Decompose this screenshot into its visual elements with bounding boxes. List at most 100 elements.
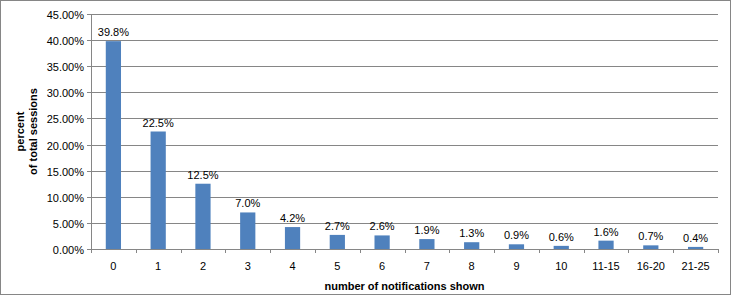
x-tick-label: 16-20 [637, 260, 665, 272]
y-tick-label: 25.00% [47, 113, 85, 125]
grid-line [91, 197, 718, 198]
data-label: 0.9% [504, 229, 529, 241]
bar [330, 235, 345, 249]
data-label: 12.5% [187, 169, 218, 181]
bar [106, 41, 121, 249]
data-label: 0.6% [549, 231, 574, 243]
grid-line [91, 40, 718, 41]
chart-frame [1, 1, 731, 295]
grid [91, 15, 718, 250]
y-tick-label: 5.00% [53, 218, 84, 230]
x-tick-label: 1 [155, 260, 161, 272]
x-tick [449, 249, 450, 253]
y-tick-label: 15.00% [47, 166, 85, 178]
data-label: 39.8% [98, 26, 129, 38]
data-labels: 39.8% 22.5% 12.5% 7.0% 4.2% 2.7% 2.6% 1.9% 1.3% 0… [98, 26, 709, 244]
data-label: 1.9% [414, 224, 439, 236]
x-tick-label: 6 [379, 260, 385, 272]
data-label: 22.5% [143, 117, 174, 129]
bar [151, 132, 166, 250]
y-tick [87, 145, 91, 146]
y-tick [87, 171, 91, 172]
bar [598, 241, 613, 249]
x-tick [136, 249, 137, 253]
x-tick [270, 249, 271, 253]
data-label: 0.7% [638, 230, 663, 242]
y-axis-title: percent [14, 111, 26, 151]
x-axis-line [91, 249, 718, 250]
x-tick [718, 249, 719, 253]
x-tick [360, 249, 361, 253]
y-tick-label: 10.00% [47, 192, 85, 204]
bar [374, 235, 389, 249]
y-axis-line [91, 14, 92, 249]
x-tick-label: 3 [245, 260, 251, 272]
x-axis: 0 1 2 3 4 5 6 7 8 9 10 11-15 16-20 21-25 [92, 249, 719, 272]
x-tick [225, 249, 226, 253]
bars [106, 41, 703, 249]
grid-line [91, 145, 718, 146]
y-tick-label: 45.00% [47, 9, 85, 21]
y-tick [87, 66, 91, 67]
x-tick [91, 249, 92, 253]
grid-line [91, 66, 718, 67]
x-tick-label: 10 [555, 260, 567, 272]
x-tick [315, 249, 316, 253]
data-label: 2.7% [325, 220, 350, 232]
y-tick-label: 30.00% [47, 87, 85, 99]
y-tick [87, 92, 91, 93]
y-tick-label: 0.00% [53, 244, 84, 256]
y-axis: 0.00% 5.00% 10.00% 15.00% 20.00% 25.00% 30.00%… [47, 9, 92, 256]
x-tick-label: 5 [334, 260, 340, 272]
data-label: 1.3% [459, 227, 484, 239]
y-tick [87, 40, 91, 41]
x-tick-label: 8 [469, 260, 475, 272]
y-tick [87, 249, 91, 250]
chart-container: 0.00% 5.00% 10.00% 15.00% 20.00% 25.00% 30.00%… [0, 0, 731, 295]
x-tick [181, 249, 182, 253]
x-tick-label: 0 [110, 260, 116, 272]
data-label: 4.2% [280, 212, 305, 224]
bar [688, 247, 703, 249]
x-tick-label: 2 [200, 260, 206, 272]
x-tick-label: 21-25 [682, 260, 710, 272]
x-tick [628, 249, 629, 253]
chart-svg: 0.00% 5.00% 10.00% 15.00% 20.00% 25.00% 30.00%… [0, 0, 731, 295]
grid-line [91, 223, 718, 224]
x-tick [494, 249, 495, 253]
x-axis-title: number of notifications shown [324, 280, 484, 292]
bar [285, 227, 300, 249]
grid-line [91, 171, 718, 172]
bar [554, 246, 569, 249]
bar [509, 244, 524, 249]
x-tick [673, 249, 674, 253]
x-tick-label: 7 [424, 260, 430, 272]
grid-line [91, 118, 718, 119]
y-tick-label: 20.00% [47, 140, 85, 152]
y-tick [87, 118, 91, 119]
x-tick [405, 249, 406, 253]
x-tick-label: 4 [289, 260, 295, 272]
y-tick [87, 197, 91, 198]
bar [240, 212, 255, 249]
bar [419, 239, 434, 249]
y-axis-title: of total sessions [27, 88, 39, 175]
data-label: 0.4% [683, 232, 708, 244]
x-tick-label: 11-15 [592, 260, 619, 272]
bar [464, 242, 479, 249]
x-tick-label: 9 [513, 260, 519, 272]
data-label: 7.0% [235, 197, 260, 209]
x-tick [584, 249, 585, 253]
bar [195, 184, 210, 249]
data-label: 1.6% [593, 226, 618, 238]
x-tick [539, 249, 540, 253]
grid-line [91, 249, 718, 250]
y-tick-label: 40.00% [47, 35, 85, 47]
bar [643, 245, 658, 249]
y-tick-label: 35.00% [47, 61, 85, 73]
y-tick [87, 223, 91, 224]
y-tick [87, 14, 91, 15]
grid-line [91, 92, 718, 93]
data-label: 2.6% [370, 220, 395, 232]
grid-line [91, 14, 718, 15]
